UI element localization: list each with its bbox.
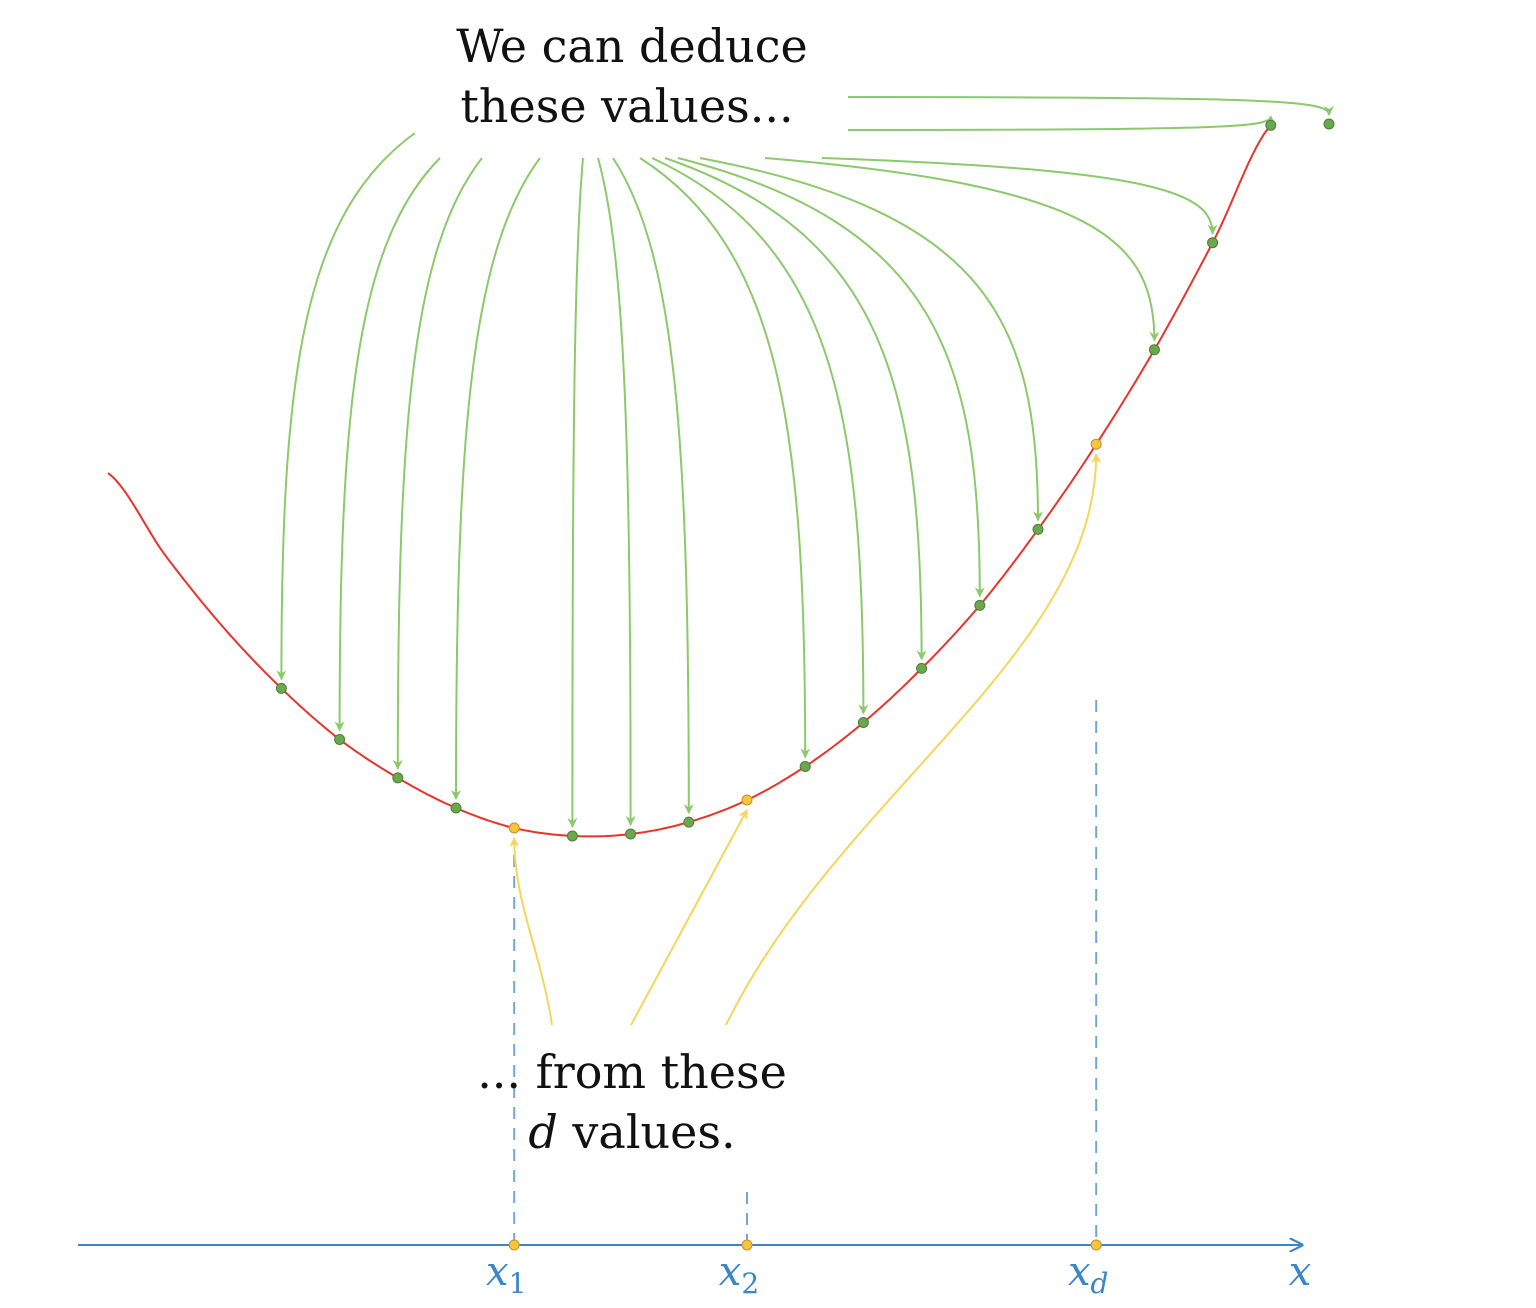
deduced-point — [1032, 523, 1044, 535]
deduced-arrow — [451, 157, 541, 800]
deduced-point — [1207, 237, 1219, 249]
axis-point-sub: d — [1091, 1267, 1109, 1300]
bottom-caption-line-1: ... from these — [477, 1045, 787, 1099]
deduced-arrow — [567, 157, 584, 828]
deduced-arrow — [664, 157, 927, 661]
deduced-arrow — [821, 157, 1218, 235]
deduced-point — [857, 717, 869, 728]
axis-point-sub: 1 — [509, 1267, 527, 1300]
deduced-point — [566, 830, 578, 842]
deduced-point — [275, 682, 287, 694]
deduced-point — [1323, 118, 1335, 130]
deduced-points — [275, 118, 1335, 842]
dashed-guides — [513, 700, 1098, 1243]
axis-point-labels: x1 x2 xd — [486, 1249, 1108, 1300]
deduced-arrow — [597, 157, 636, 826]
deduced-arrow — [651, 157, 869, 715]
deduced-point — [683, 816, 695, 828]
known-arrows — [509, 453, 1102, 1026]
deduced-arrow — [639, 157, 811, 759]
axis-point — [741, 1239, 753, 1251]
top-caption-line-2: these values... — [460, 79, 793, 133]
bottom-caption-d: d — [528, 1105, 557, 1159]
deduced-arrow — [847, 115, 1276, 131]
known-points — [508, 438, 1102, 834]
axis-point-var: x — [719, 1249, 742, 1295]
axis-point-var: x — [1068, 1249, 1091, 1295]
deduced-point — [450, 802, 462, 814]
deduced-arrow — [699, 157, 1043, 522]
deduced-point — [974, 599, 986, 611]
axis-point — [1090, 1239, 1102, 1251]
deduced-point — [916, 662, 928, 674]
bottom-caption-line-2: d values. — [528, 1105, 735, 1159]
axis-point-label: xd — [1068, 1249, 1109, 1300]
axis-points — [508, 1239, 1102, 1251]
axis-point-label: x1 — [486, 1249, 526, 1300]
deduced-arrow — [847, 96, 1334, 116]
deduced-arrow — [392, 157, 483, 770]
known-arrow — [725, 453, 1102, 1026]
deduced-point — [334, 734, 346, 745]
deduced-point — [625, 828, 637, 840]
known-point — [508, 822, 520, 834]
deduced-arrows — [276, 96, 1334, 828]
known-arrow — [509, 837, 553, 1026]
deduced-point — [392, 772, 404, 784]
x-axis-label: x — [1289, 1249, 1312, 1295]
axis-point-var: x — [486, 1249, 509, 1295]
deduced-arrow — [334, 157, 441, 732]
deduced-arrow — [612, 157, 694, 815]
axis-point-label: x2 — [719, 1249, 759, 1300]
deduced-arrow — [677, 157, 985, 598]
known-point — [1090, 438, 1102, 450]
known-arrow — [630, 809, 748, 1026]
deduced-arrow — [764, 157, 1160, 342]
deduced-point — [1265, 119, 1277, 131]
deduced-point — [799, 761, 811, 772]
deduced-point — [1148, 344, 1160, 356]
deduced-arrow — [276, 132, 416, 681]
bottom-caption-rest: values. — [558, 1105, 736, 1159]
axis-point — [508, 1239, 520, 1251]
axis-point-sub: 2 — [741, 1267, 759, 1300]
known-point — [741, 794, 753, 806]
top-caption-line-1: We can deduce — [456, 19, 808, 73]
